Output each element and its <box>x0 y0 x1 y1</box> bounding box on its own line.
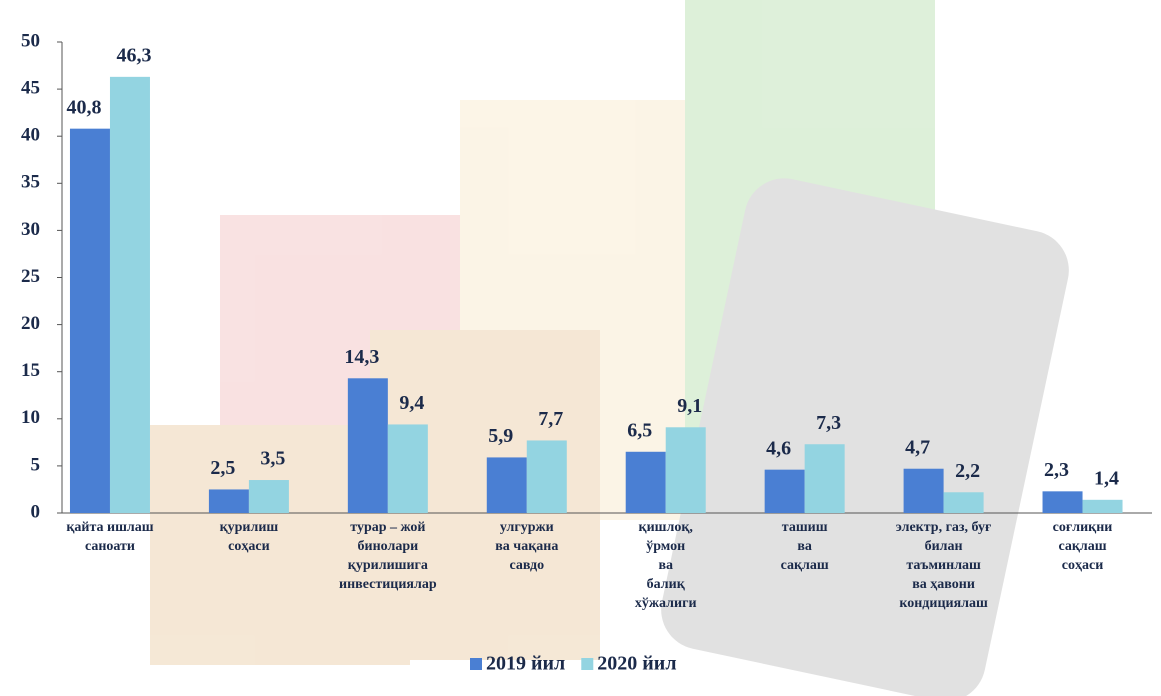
x-tick-label: турар – жой <box>350 520 425 535</box>
x-tick-label: хўжалиги <box>635 596 697 611</box>
x-tick-label: ва <box>797 539 812 554</box>
x-tick-label: сақлаш <box>781 558 829 573</box>
x-tick-label: қурилиш <box>220 520 279 535</box>
x-tick-label: ўрмон <box>646 539 685 554</box>
bar <box>804 444 845 513</box>
bar <box>903 468 944 513</box>
y-tick-label: 5 <box>31 454 41 475</box>
legend-label: 2020 йил <box>597 653 676 675</box>
x-tick-label: қишлоқ, <box>639 520 693 535</box>
x-tick-label: соҳаси <box>1062 558 1104 573</box>
x-tick-label: соҳаси <box>228 539 270 554</box>
x-tick-label: қайта ишлаш <box>66 520 153 535</box>
value-label: 46,3 <box>116 44 151 66</box>
value-label: 2,5 <box>210 457 235 479</box>
bar <box>1082 499 1123 513</box>
value-label: 2,3 <box>1044 459 1069 481</box>
value-label: 5,9 <box>488 425 513 447</box>
x-tick-label: ва чақана <box>495 539 558 554</box>
bar <box>248 480 289 513</box>
value-label: 9,1 <box>677 395 702 417</box>
x-tick-label: бинолари <box>358 539 419 554</box>
x-tick-label: инвестициялар <box>339 577 437 592</box>
y-tick-label: 35 <box>21 172 40 193</box>
x-tick-label: билан <box>925 539 963 554</box>
bar <box>1042 491 1083 513</box>
y-tick-label: 45 <box>21 77 40 98</box>
y-tick-label: 15 <box>21 360 40 381</box>
y-tick-label: 0 <box>31 501 41 522</box>
x-tick-label: электр, газ, буғ <box>896 520 992 535</box>
value-label: 2,2 <box>955 460 980 482</box>
x-tick-label: таъминлаш <box>906 558 981 573</box>
x-tick-label: савдо <box>509 558 544 573</box>
value-label: 9,4 <box>399 392 424 414</box>
bar <box>208 489 249 513</box>
value-label: 7,7 <box>538 408 563 430</box>
y-tick-label: 40 <box>21 125 40 146</box>
legend-swatch <box>581 658 594 670</box>
value-label: 6,5 <box>627 419 652 441</box>
bar <box>943 492 984 513</box>
bar <box>486 457 527 513</box>
bar <box>109 76 150 513</box>
value-label: 1,4 <box>1094 467 1119 489</box>
y-tick-label: 30 <box>21 219 40 240</box>
bar <box>764 469 805 513</box>
x-tick-label: кондициялаш <box>899 596 988 611</box>
y-tick-label: 50 <box>21 30 40 51</box>
value-label: 4,7 <box>905 436 930 458</box>
y-tick-label: 20 <box>21 313 40 334</box>
x-tick-label: балиқ <box>647 577 686 592</box>
value-label: 3,5 <box>260 448 285 470</box>
bar <box>526 440 567 513</box>
x-tick-label: сақлаш <box>1058 539 1106 554</box>
y-tick-label: 10 <box>21 407 40 428</box>
x-tick-label: саноати <box>85 539 135 554</box>
bar <box>387 424 428 513</box>
value-label: 14,3 <box>344 346 379 368</box>
x-tick-label: улгуржи <box>500 520 554 535</box>
background-decoration <box>150 0 1069 696</box>
bar <box>665 427 706 513</box>
x-tick-label: қурилишига <box>348 558 428 573</box>
bar <box>625 451 666 513</box>
x-tick-label: ташиш <box>782 520 828 535</box>
legend-swatch <box>470 658 482 670</box>
legend-label: 2019 йил <box>486 653 565 675</box>
value-label: 40,8 <box>66 96 101 118</box>
value-label: 4,6 <box>766 437 791 459</box>
x-tick-label: ва <box>658 558 673 573</box>
bar <box>347 378 388 513</box>
value-label: 7,3 <box>816 412 841 434</box>
bar <box>69 128 110 513</box>
x-tick-label: ва ҳавони <box>912 577 975 592</box>
x-tick-label: соғлиқни <box>1053 520 1113 535</box>
y-tick-label: 25 <box>21 266 40 287</box>
